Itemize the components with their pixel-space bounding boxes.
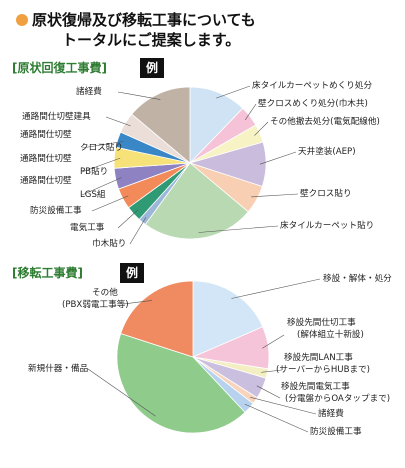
leader-line-1-0: [231, 278, 321, 299]
leader-line-1-6: [87, 368, 156, 417]
leader-line-1-7: [123, 300, 152, 305]
slice-label-0-0: 床タイルカーペットめくり処分: [252, 79, 372, 91]
leader-line-1-2: [261, 369, 283, 373]
leader-line-0-1: [244, 103, 257, 121]
slice-label-0-10-line1: PB貼り: [80, 165, 108, 177]
slice-label-1-3-line1: (分電盤からOAタップまで): [285, 392, 390, 404]
leader-line-0-7: [117, 209, 139, 229]
leader-line-0-2: [254, 121, 269, 136]
section-label-relocation: [移転工事費]: [12, 266, 83, 280]
slice-label-0-9-line1: LGS組: [80, 188, 106, 200]
slice-label-1-1-line1: (解体組立十新設): [297, 328, 364, 340]
slice-label-0-2: その他撤去処分(電気配線他): [270, 115, 380, 127]
slice-label-0-3: 天井塗装(AEP): [298, 145, 356, 157]
pie-slice-1-0: [192, 280, 264, 358]
leader-line-1-5: [244, 403, 309, 433]
leader-line-0-12: [105, 116, 131, 127]
leader-line-0-5: [198, 225, 279, 233]
section-badge-relocation: 例: [120, 263, 145, 283]
slice-label-1-0: 移設・解体・処分: [323, 272, 392, 284]
leader-line-0-8: [91, 195, 129, 212]
leader-line-0-10: [81, 157, 121, 173]
slice-label-1-6: 新規什器・備品: [28, 362, 88, 374]
slice-label-0-6: 巾木貼り: [92, 237, 126, 249]
slice-label-0-4: 壁クロス貼り: [300, 187, 352, 199]
page-header: 原状復帰及び移転工事についても トータルにご提案します。: [16, 10, 396, 50]
pie-slice-0-13: [131, 86, 191, 164]
title-text-1: 原状復帰及び移転工事についても: [32, 11, 256, 29]
slice-label-1-2-line1: (サーバーからHUBまで): [276, 364, 370, 375]
leader-line-1-4: [250, 397, 317, 415]
leader-line-0-11: [81, 141, 124, 149]
slice-label-0-9-line0: 通路間仕切壁: [20, 174, 72, 186]
leader-line-0-6: [129, 217, 147, 245]
slice-label-1-7-line0: その他: [92, 286, 118, 298]
title-line-2: トータルにご提案します。: [62, 31, 241, 49]
slice-label-0-5: 床タイルカーペット貼り: [280, 219, 374, 231]
slice-label-0-11-line1: クロス貼り: [80, 141, 123, 153]
pie-slice-1-7: [120, 280, 194, 358]
section-label-restoration: [原状回復工事費]: [12, 61, 107, 75]
slice-label-1-1-line0: 移設先間仕切工事: [287, 316, 356, 328]
leader-line-1-3: [256, 385, 281, 399]
leader-line-0-9: [81, 177, 122, 196]
leader-line-0-3: [259, 151, 297, 165]
leader-line-1-1: [262, 334, 285, 349]
slice-label-0-1: 壁クロスめくり処分(巾木共): [258, 97, 368, 109]
slice-label-0-7: 電気工事: [70, 221, 105, 233]
slice-label-0-11-line0: 通路間仕切壁: [20, 128, 72, 140]
slice-label-0-10-line0: 通路間仕切壁: [20, 152, 72, 164]
bullet-icon: [16, 14, 28, 26]
leader-line-0-4: [251, 193, 299, 198]
leader-line-0-13: [117, 91, 161, 100]
slice-label-0-8: 防災設備工事: [30, 204, 82, 216]
slice-label-0-13: 諸経費: [76, 85, 102, 97]
section-badge-restoration: 例: [140, 58, 165, 78]
pie-slice-1-6: [116, 333, 246, 434]
slice-label-1-4: 諸経費: [318, 407, 344, 419]
slice-label-0-12: 通路間仕切壁建具: [22, 110, 91, 122]
slice-label-1-7-line1: (PBX弱電工事等): [62, 298, 129, 310]
slice-label-1-5: 防災設備工事: [310, 425, 362, 437]
leader-line-0-0: [216, 85, 251, 99]
pie-slice-0-0: [189, 86, 244, 164]
slice-label-1-2-line0: 移設先間LAN工事: [284, 351, 353, 363]
title-line-1: 原状復帰及び移転工事についても: [16, 10, 396, 30]
pie-slice-0-5: [144, 162, 249, 240]
slice-label-1-3-line0: 移設先間電気工事: [281, 380, 350, 392]
